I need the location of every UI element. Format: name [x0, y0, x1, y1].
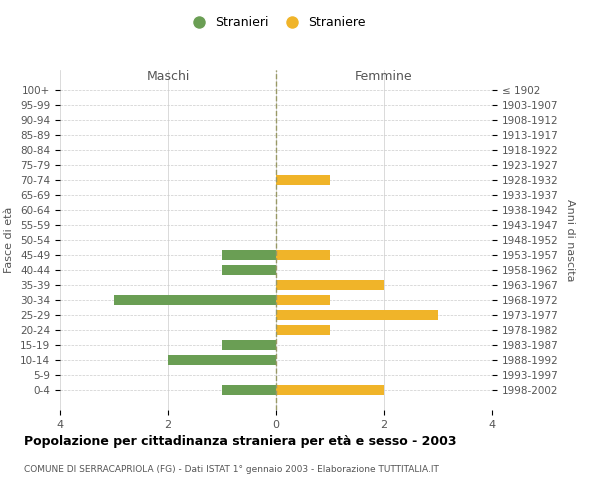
Bar	[222, 340, 276, 349]
Bar	[276, 250, 330, 260]
Bar	[114, 295, 276, 304]
Y-axis label: Anni di nascita: Anni di nascita	[565, 198, 575, 281]
Text: Femmine: Femmine	[355, 70, 413, 84]
Legend: Stranieri, Straniere: Stranieri, Straniere	[182, 11, 370, 34]
Text: Popolazione per cittadinanza straniera per età e sesso - 2003: Popolazione per cittadinanza straniera p…	[24, 435, 457, 448]
Bar	[276, 176, 330, 185]
Bar	[276, 310, 438, 320]
Text: Maschi: Maschi	[146, 70, 190, 84]
Bar	[276, 280, 384, 290]
Bar	[276, 325, 330, 334]
Text: COMUNE DI SERRACAPRIOLA (FG) - Dati ISTAT 1° gennaio 2003 - Elaborazione TUTTITA: COMUNE DI SERRACAPRIOLA (FG) - Dati ISTA…	[24, 465, 439, 474]
Bar	[222, 385, 276, 394]
Y-axis label: Fasce di età: Fasce di età	[4, 207, 14, 273]
Bar	[222, 265, 276, 275]
Bar	[168, 355, 276, 364]
Bar	[276, 385, 384, 394]
Bar	[276, 295, 330, 304]
Bar	[222, 250, 276, 260]
